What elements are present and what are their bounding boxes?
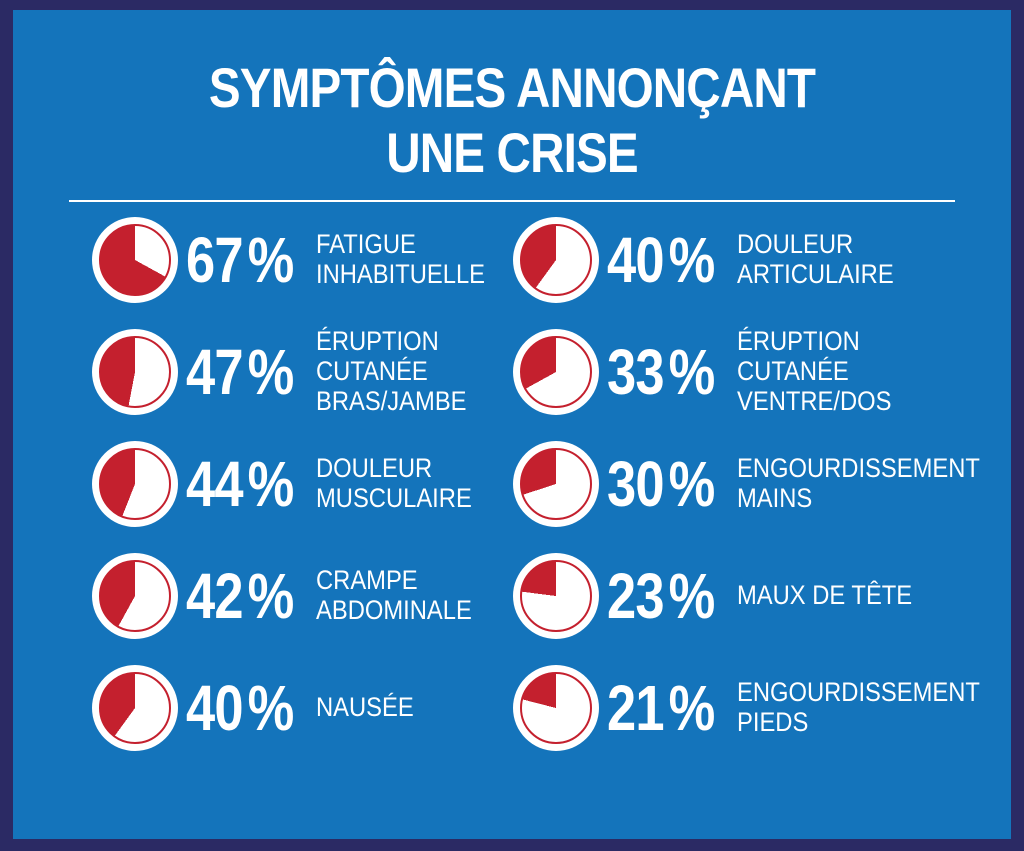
symptom-row: 40% NAUSÉE [92, 652, 512, 764]
percent-value: 30 [607, 447, 665, 520]
symptom-label-line: ENGOURDISSEMENT [737, 453, 980, 484]
symptom-label: DOULEUR MUSCULAIRE [316, 454, 472, 513]
percent-value: 47 [186, 335, 244, 408]
percent-unit: % [668, 671, 716, 744]
symptom-percentage: 33% [607, 335, 716, 409]
percent-unit: % [247, 447, 295, 520]
symptom-label-line: CUTANÉE [316, 356, 428, 387]
symptom-label-line: BRAS/JAMBE [316, 385, 467, 416]
pie-chart-icon [513, 664, 599, 751]
percent-value: 44 [186, 447, 244, 520]
pie-chart-icon [92, 328, 178, 415]
symptom-percentage: 40% [607, 223, 716, 297]
percent-unit: % [668, 335, 716, 408]
percent-unit: % [668, 223, 716, 296]
pie-slice [99, 335, 171, 408]
symptom-percentage: 23% [607, 559, 716, 633]
symptom-label-line: ABDOMINALE [316, 594, 472, 625]
pie-chart-icon [513, 552, 599, 639]
symptom-label-line: PIEDS [737, 706, 809, 737]
pie-chart-icon [92, 664, 178, 751]
symptom-label-line: INHABITUELLE [316, 258, 486, 289]
symptom-label-line: NAUSÉE [316, 692, 414, 723]
symptom-grid: 67% FATIGUE INHABITUELLE 47% ÉRUPTION CUTANÉE… [13, 204, 1011, 764]
pie-slice [520, 223, 592, 296]
percent-value: 42 [186, 559, 244, 632]
pie-slice [99, 447, 171, 520]
symptom-percentage: 47% [186, 335, 295, 409]
symptom-label-line: FATIGUE [316, 229, 416, 260]
symptom-percentage: 30% [607, 447, 716, 521]
symptom-row: 33% ÉRUPTION CUTANÉE VENTRE/DOS [513, 316, 1011, 428]
symptom-row: 67% FATIGUE INHABITUELLE [92, 204, 512, 316]
percent-value: 67 [186, 223, 244, 296]
symptom-label-line: MAUX DE TÊTE [737, 580, 913, 611]
symptom-row: 23% MAUX DE TÊTE [513, 540, 1011, 652]
percent-unit: % [668, 559, 716, 632]
pie-chart-icon [513, 328, 599, 415]
percent-value: 40 [607, 223, 665, 296]
pie-slice [520, 447, 592, 520]
pie-slice [520, 559, 592, 632]
pie-chart-icon [92, 440, 178, 527]
symptom-percentage: 21% [607, 671, 716, 745]
symptom-row: 40% DOULEUR ARTICULAIRE [513, 204, 1011, 316]
symptom-label: ENGOURDISSEMENT MAINS [737, 454, 980, 513]
percent-value: 23 [607, 559, 665, 632]
percent-value: 21 [607, 671, 665, 744]
symptom-label-line: DOULEUR [316, 453, 433, 484]
symptom-row: 44% DOULEUR MUSCULAIRE [92, 428, 512, 540]
symptom-label: FATIGUE INHABITUELLE [316, 230, 485, 289]
symptom-label-line: CRAMPE [316, 565, 418, 596]
percent-unit: % [247, 671, 295, 744]
symptom-percentage: 42% [186, 559, 295, 633]
pie-slice [520, 671, 592, 744]
title-divider [69, 199, 955, 202]
percent-unit: % [247, 559, 295, 632]
symptom-label-line: DOULEUR [737, 229, 854, 260]
symptom-row: 21% ENGOURDISSEMENT PIEDS [513, 652, 1011, 764]
symptom-label-line: MUSCULAIRE [316, 482, 472, 513]
percent-value: 40 [186, 671, 244, 744]
title-line-2: UNE CRISE [386, 120, 638, 184]
column-right: 40% DOULEUR ARTICULAIRE 33% ÉRUPTION CUTANÉE V… [512, 204, 1011, 764]
symptom-percentage: 40% [186, 671, 295, 745]
percent-unit: % [247, 223, 295, 296]
symptom-label-line: ARTICULAIRE [737, 258, 894, 289]
pie-slice [99, 223, 171, 296]
symptom-percentage: 44% [186, 447, 295, 521]
pie-chart-icon [92, 552, 178, 639]
pie-chart-icon [92, 216, 178, 303]
symptom-label-line: CUTANÉE [737, 356, 849, 387]
column-left: 67% FATIGUE INHABITUELLE 47% ÉRUPTION CUTANÉE… [13, 204, 512, 764]
pie-slice [520, 335, 592, 408]
symptom-label: ÉRUPTION CUTANÉE BRAS/JAMBE [316, 327, 467, 416]
symptom-label-line: ÉRUPTION [737, 326, 860, 357]
symptom-row: 42% CRAMPE ABDOMINALE [92, 540, 512, 652]
pie-slice [99, 559, 171, 632]
pie-chart-icon [513, 216, 599, 303]
symptom-label: MAUX DE TÊTE [737, 580, 913, 611]
pie-chart-icon [513, 440, 599, 527]
percent-unit: % [668, 447, 716, 520]
symptom-label-line: ÉRUPTION [316, 326, 439, 357]
symptom-label: NAUSÉE [316, 692, 414, 723]
symptom-label: DOULEUR ARTICULAIRE [737, 230, 894, 289]
symptom-label: ENGOURDISSEMENT PIEDS [737, 678, 980, 737]
symptom-row: 30% ENGOURDISSEMENT MAINS [513, 428, 1011, 540]
symptom-label: ÉRUPTION CUTANÉE VENTRE/DOS [737, 327, 891, 416]
pie-slice [99, 671, 171, 744]
page-title: SYMPTÔMES ANNONÇANT UNE CRISE [88, 56, 936, 186]
percent-value: 33 [607, 335, 665, 408]
symptom-row: 47% ÉRUPTION CUTANÉE BRAS/JAMBE [92, 316, 512, 428]
symptom-label: CRAMPE ABDOMINALE [316, 566, 472, 625]
symptom-label-line: VENTRE/DOS [737, 385, 892, 416]
symptom-percentage: 67% [186, 223, 295, 297]
symptom-label-line: MAINS [737, 482, 813, 513]
percent-unit: % [247, 335, 295, 408]
title-line-1: SYMPTÔMES ANNONÇANT [208, 56, 816, 119]
symptom-label-line: ENGOURDISSEMENT [737, 677, 980, 708]
